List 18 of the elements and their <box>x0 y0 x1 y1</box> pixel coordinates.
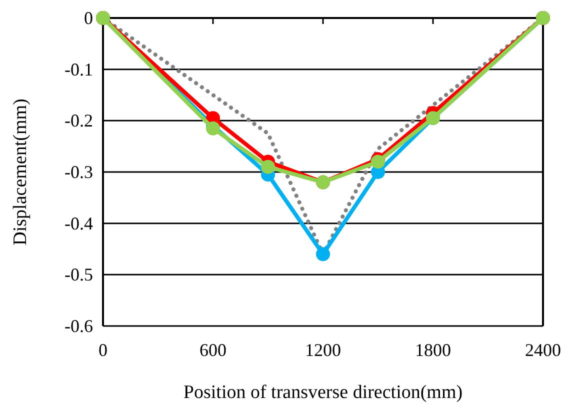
y-tick-label: 0 <box>84 8 93 28</box>
y-tick-label: -0.3 <box>64 162 93 182</box>
point <box>261 160 275 174</box>
y-tick-label: -0.1 <box>64 59 93 80</box>
x-axis-title: Position of transverse direction(mm) <box>183 382 463 403</box>
y-tick-label: -0.4 <box>64 213 93 234</box>
x-tick-label: 2400 <box>525 340 561 360</box>
y-tick-label: -0.2 <box>64 110 93 131</box>
y-tick-label: -0.6 <box>64 316 93 336</box>
x-tick-label: 1800 <box>415 340 451 360</box>
x-tick-label: 0 <box>98 340 108 360</box>
point <box>316 247 330 262</box>
y-tick-label: -0.5 <box>64 264 93 285</box>
y-axis-title: Displacement(mm) <box>10 98 31 246</box>
x-tick-label: 600 <box>200 340 226 360</box>
x-tick-label: 1200 <box>305 340 341 360</box>
point <box>371 154 385 169</box>
point <box>206 121 220 136</box>
